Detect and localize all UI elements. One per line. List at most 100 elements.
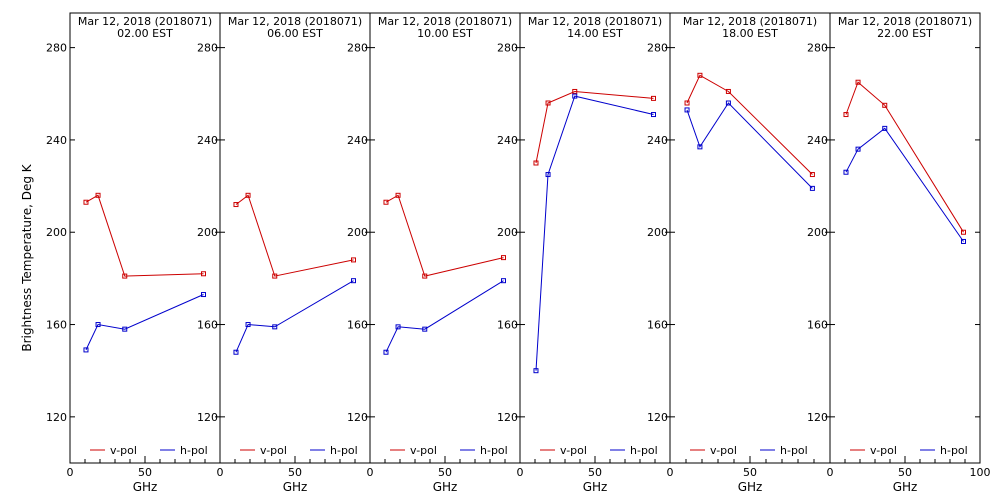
panel-6-frame (829, 12, 981, 464)
panel-3-legend-h-pol-label: h-pol (480, 444, 508, 457)
panel-5-subtitle: 18.00 EST (722, 27, 778, 40)
panel-3-h-pol-line (385, 280, 504, 353)
panel-6-v-pol-point-0 (843, 112, 849, 118)
panel-1-v-pol-point-1 (95, 192, 101, 198)
panel-5-h-pol-point-0 (684, 107, 690, 113)
panel-5-h-pol-point-3 (809, 185, 815, 191)
panel-4-y-tick-label-3: 240 (497, 134, 518, 147)
panel-3-v-pol-point-2 (422, 273, 428, 279)
panel-5-x-tick-label-1: 50 (743, 466, 757, 479)
panel-2-y-tick-label-3: 240 (197, 134, 218, 147)
panel-1-h-pol-point-3 (201, 292, 206, 298)
panel-6-title: Mar 12, 2018 (2018071) (838, 15, 972, 28)
panel-3-y-tick-label-4: 280 (347, 42, 368, 55)
panel-2-h-pol-point-1 (245, 322, 251, 328)
panel-3-x-axis-label: GHz (433, 480, 458, 494)
panel-2-title: Mar 12, 2018 (2018071) (228, 15, 362, 28)
panel-3-v-pol-point-0 (383, 199, 389, 205)
panel-4-y-tick-label-2: 200 (497, 226, 518, 239)
panel-2-h-pol-point-2 (272, 324, 278, 330)
panel-1-legend-h-pol-label: h-pol (180, 444, 208, 457)
panel-4-v-pol-point-2 (572, 88, 578, 94)
panel-3-h-pol-point-3 (501, 278, 506, 284)
panel-6-h-pol-point-1 (855, 146, 861, 152)
panel-3-legend-v-pol-label: v-pol (410, 444, 437, 457)
panel-6-y-tick-label-1: 160 (807, 319, 828, 332)
panel-4-h-pol-point-2 (572, 93, 578, 99)
panel-3-y-tick-label-3: 240 (347, 134, 368, 147)
panel-1-v-pol-line (85, 194, 204, 277)
panel-2-h-pol-line (235, 280, 354, 353)
panel-4-h-pol-point-3 (651, 112, 656, 118)
panel-5-x-tick-label-0: 0 (667, 466, 674, 479)
panel-1-y-tick-label-1: 160 (46, 319, 67, 332)
panel-2-x-axis-label: GHz (283, 480, 308, 494)
panel-4-x-tick-label-1: 50 (588, 466, 602, 479)
panel-2-x-tick-label-0: 0 (217, 466, 224, 479)
panel-2-y-tick-label-4: 280 (197, 42, 218, 55)
panel-5-v-pol-point-3 (809, 172, 815, 178)
panel-4-h-pol-line (535, 95, 654, 371)
panel-1-x-tick-label-0: 0 (67, 466, 74, 479)
panel-6-h-pol-point-3 (961, 238, 966, 244)
panel-5-y-tick-label-0: 120 (647, 411, 668, 424)
panel-4-v-pol-line (535, 90, 654, 164)
panel-2-legend-h-pol-label: h-pol (330, 444, 358, 457)
panel-2-v-pol-point-0 (233, 202, 239, 208)
panel-1-x-axis-label: GHz (133, 480, 158, 494)
panel-1-x-tick-label-1: 50 (138, 466, 152, 479)
panel-5-y-tick-label-2: 200 (647, 226, 668, 239)
panel-1-v-pol-point-2 (122, 273, 128, 279)
panel-4-x-tick-label-0: 0 (517, 466, 524, 479)
panel-1-h-pol-point-0 (83, 347, 89, 353)
panel-6-legend-v-pol-label: v-pol (870, 444, 897, 457)
panel-6-y-tick-label-2: 200 (807, 226, 828, 239)
panel-6-y-tick-label-0: 120 (807, 411, 828, 424)
panel-2-legend-v-pol-label: v-pol (260, 444, 287, 457)
panel-6-h-pol-line (845, 127, 964, 242)
panel-2-v-pol-point-1 (245, 192, 251, 198)
panel-1-y-tick-label-2: 200 (46, 226, 67, 239)
panel-1-h-pol-point-1 (95, 322, 101, 328)
panel-4-y-tick-label-1: 160 (497, 319, 518, 332)
panel-6-v-pol-point-1 (855, 79, 861, 85)
panel-5-v-pol-line (686, 74, 813, 175)
panel-3-y-tick-label-2: 200 (347, 226, 368, 239)
panel-5-y-tick-label-3: 240 (647, 134, 668, 147)
panel-2-x-tick-label-1: 50 (288, 466, 302, 479)
panel-1-y-tick-label-0: 120 (46, 411, 67, 424)
panel-2-v-pol-point-2 (272, 273, 278, 279)
panel-3-y-tick-label-1: 160 (347, 319, 368, 332)
panel-5-x-axis-label: GHz (738, 480, 763, 494)
panel-4-v-pol-point-3 (651, 95, 656, 101)
panel-1-title: Mar 12, 2018 (2018071) (78, 15, 212, 28)
panel-3-y-tick-label-0: 120 (347, 411, 368, 424)
panel-1-h-pol-point-2 (122, 326, 128, 332)
panel-4-h-pol-point-1 (545, 172, 551, 178)
panel-5-h-pol-point-1 (697, 144, 703, 150)
panel-6-subtitle: 22.00 EST (877, 27, 933, 40)
panel-4-legend-v-pol-label: v-pol (560, 444, 587, 457)
panel-2-y-tick-label-2: 200 (197, 226, 218, 239)
panel-2-y-tick-label-0: 120 (197, 411, 218, 424)
panel-5-legend-v-pol-label: v-pol (710, 444, 737, 457)
panel-6-v-pol-point-3 (961, 229, 966, 235)
y-axis-label: Brightness Temperature, Deg K (20, 163, 34, 351)
panel-6-x-tick-label-0: 0 (827, 466, 834, 479)
panel-6-v-pol-point-2 (882, 102, 888, 108)
panel-1-v-pol-point-0 (83, 199, 89, 205)
panel-1-y-tick-label-3: 240 (46, 134, 67, 147)
panel-3-x-tick-label-1: 50 (438, 466, 452, 479)
panel-4-subtitle: 14.00 EST (567, 27, 623, 40)
panel-5-v-pol-point-0 (684, 100, 690, 106)
panel-4-y-tick-label-4: 280 (497, 42, 518, 55)
panel-5-legend-h-pol-label: h-pol (780, 444, 808, 457)
panel-2-v-pol-line (235, 194, 354, 277)
panel-3-h-pol-point-0 (383, 349, 389, 355)
panel-1-subtitle: 02.00 EST (117, 27, 173, 40)
panel-4-v-pol-point-0 (533, 160, 539, 166)
panel-3-v-pol-line (385, 194, 504, 277)
panel-3-subtitle: 10.00 EST (417, 27, 473, 40)
panel-5-y-tick-label-1: 160 (647, 319, 668, 332)
